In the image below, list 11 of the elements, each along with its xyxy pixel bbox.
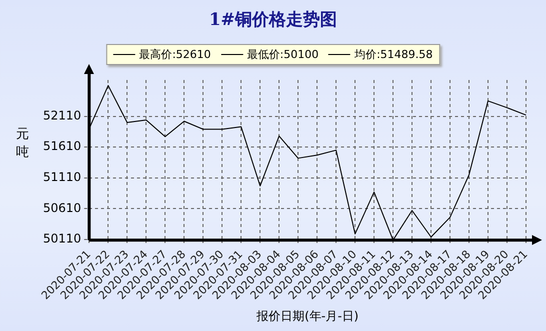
y-tick-label: 50610 <box>42 200 82 215</box>
y-tick-label: 50110 <box>42 232 82 246</box>
x-axis-title: 报价日期(年-月-日) <box>256 308 359 323</box>
text: 最高价:52610 <box>139 47 211 62</box>
text: 均价:51489.58 <box>354 47 433 62</box>
text: 最低价:50100 <box>246 47 319 62</box>
y-tick-label: 51610 <box>42 139 82 154</box>
y-axis-title: 元吨 <box>16 126 29 162</box>
y-tick-label: 52110 <box>42 108 82 122</box>
y-tick-label: 51110 <box>42 170 82 184</box>
chart-title: 1#铜价格走势图 <box>208 9 338 31</box>
